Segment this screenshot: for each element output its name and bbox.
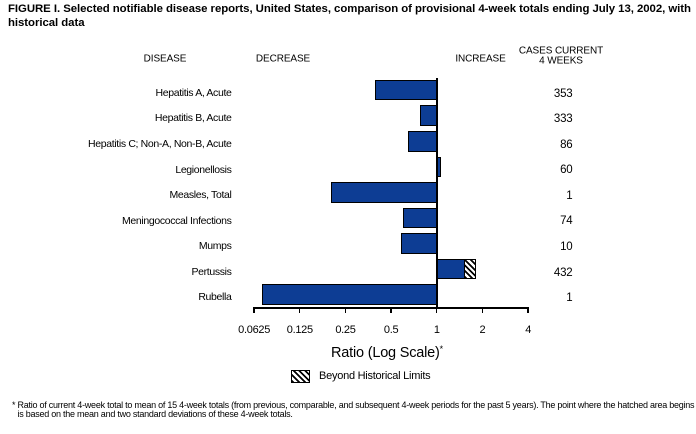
x-axis-tick — [436, 308, 438, 314]
bar-hatch-pertussis — [463, 258, 477, 280]
x-axis-tick-label: 0.25 — [335, 324, 356, 336]
case-count: 432 — [553, 266, 573, 279]
x-axis-tick-label: 0.0625 — [238, 324, 271, 336]
x-axis-tick-label: 4 — [525, 324, 532, 336]
x-axis-tick — [390, 308, 392, 314]
disease-label: Meningococcal Infections — [122, 214, 232, 227]
case-count: 1 — [566, 189, 573, 202]
disease-label: Rubella — [198, 291, 232, 304]
x-axis-tick — [481, 308, 484, 314]
x-axis-tick-label: 2 — [479, 324, 486, 336]
x-axis-tick — [299, 308, 301, 314]
x-axis-tick-label: 0.5 — [383, 324, 399, 336]
bar-mumps — [400, 233, 438, 254]
bar-hepatitis-a-acute — [374, 79, 438, 101]
footnote-marker: * — [12, 400, 16, 410]
disease-label: Hepatitis B, Acute — [154, 112, 232, 125]
x-axis-tick — [344, 308, 347, 314]
legend-label: Beyond Historical Limits — [319, 370, 431, 383]
case-count: 333 — [553, 113, 573, 126]
x-axis-tick-label: 1 — [433, 324, 440, 336]
disease-label: Mumps — [198, 240, 232, 253]
x-axis-line — [253, 307, 529, 309]
x-axis-title-text: Ratio (Log Scale) — [331, 345, 440, 361]
case-count: 1 — [566, 292, 573, 305]
disease-label: Measles, Total — [169, 189, 232, 202]
baseline-ratio-1 — [436, 78, 438, 309]
column-header-cases-current-4-weeks: CASES CURRENT 4 WEEKS — [518, 45, 604, 67]
bar-pertussis — [436, 258, 465, 280]
x-axis-tick-label: 0.125 — [286, 324, 313, 336]
case-count: 86 — [560, 138, 573, 151]
case-count: 10 — [560, 241, 573, 253]
x-axis-title: Ratio (Log Scale)* — [331, 344, 443, 361]
column-header-decrease: DECREASE — [255, 53, 311, 65]
bar-meningococcal-infections — [403, 207, 438, 229]
case-count: 60 — [560, 164, 573, 177]
case-count: 353 — [553, 87, 573, 100]
disease-label: Hepatitis A, Acute — [155, 86, 232, 99]
disease-label: Pertussis — [191, 265, 232, 278]
bar-measles-total — [330, 182, 438, 203]
column-header-cases-line2: 4 WEEKS — [539, 55, 583, 67]
disease-label: Hepatitis C; Non-A, Non-B, Acute — [88, 138, 232, 150]
footnote-text: Ratio of current 4-week total to mean of… — [17, 400, 695, 419]
x-axis-title-footnote-marker: * — [439, 344, 444, 354]
bar-hepatitis-b-acute — [420, 105, 438, 127]
column-header-cases-line1: CASES CURRENT — [518, 45, 604, 56]
footnote: * Ratio of current 4-week total to mean … — [12, 400, 696, 419]
case-count: 74 — [560, 215, 573, 228]
bar-rubella — [261, 284, 438, 305]
disease-label: Legionellosis — [175, 163, 232, 176]
figure-title: FIGURE I. Selected notifiable disease re… — [8, 3, 691, 29]
legend-hatched-swatch — [291, 370, 310, 383]
x-axis-tick — [527, 308, 529, 314]
column-header-disease: DISEASE — [143, 53, 187, 65]
column-header-increase: INCREASE — [455, 53, 506, 65]
bar-hepatitis-c-non-a-non-b-acute — [408, 131, 438, 152]
x-axis-tick — [253, 308, 255, 314]
